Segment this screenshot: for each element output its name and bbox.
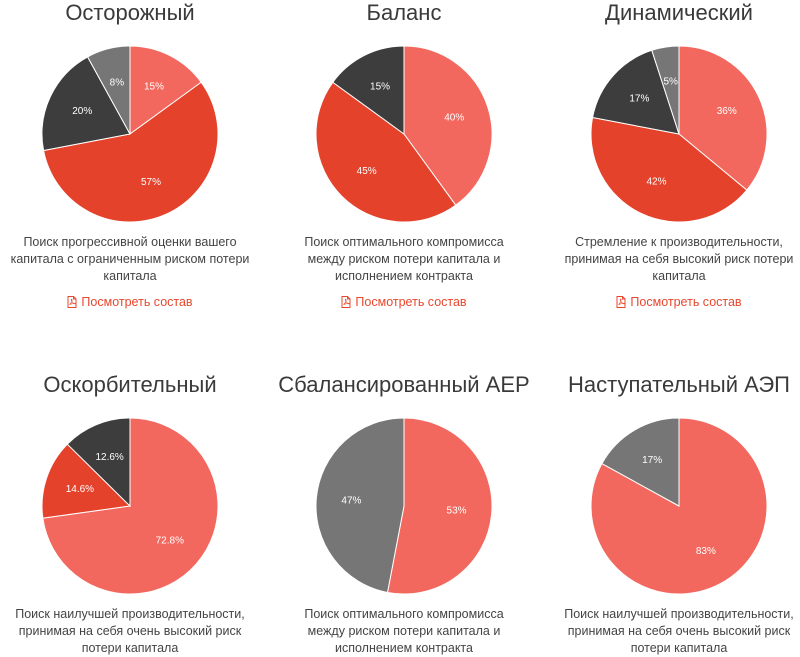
slice-label: 72.8%: [156, 535, 184, 546]
pie-chart: 83% 17%: [590, 417, 768, 595]
pie-slice: [66, 417, 131, 508]
slice-label: 36%: [717, 106, 737, 117]
slice-label: 14.6%: [66, 484, 94, 495]
slice-label: 57%: [141, 177, 161, 188]
view-composition-label: Посмотреть состав: [81, 295, 193, 309]
pie-slice: [591, 49, 680, 135]
portfolio-description: Поиск прогрессивной оценки вашего капита…: [10, 235, 250, 283]
pie-slice: [86, 45, 131, 135]
view-composition-label: Посмотреть состав: [630, 295, 742, 309]
pie-slice: [315, 417, 405, 594]
portfolio-description: Стремление к производительности, принима…: [564, 235, 794, 283]
slice-label: 17%: [642, 455, 662, 466]
view-composition-link[interactable]: Посмотреть состав: [341, 295, 467, 309]
portfolio-card-offensive: Оскорбительный 72.8% 14.6% 12.6% Поиск наи…: [0, 372, 263, 657]
slice-label: 12.6%: [95, 452, 123, 463]
portfolio-card-offensive-aep: Наступательный АЭП 83% 17% Поиск наилучше…: [546, 372, 800, 657]
portfolio-description: Поиск оптимального компромисса между рис…: [304, 235, 504, 283]
portfolio-card-dynamic: Динамический 36% 42% 17% 5% Стремление к пр…: [546, 0, 800, 313]
chart-title: Сбалансированный АЕР: [278, 372, 530, 397]
view-composition-label: Посмотреть состав: [355, 295, 467, 309]
pie-slice: [41, 443, 132, 519]
portfolio-description: Поиск оптимального компромисса между рис…: [304, 607, 504, 655]
slice-label: 5%: [664, 76, 679, 87]
pie-chart: 53% 47%: [315, 417, 493, 595]
pie-chart: 15% 57% 20% 8%: [41, 45, 219, 223]
slice-label: 17%: [629, 94, 649, 105]
pie-slice: [386, 417, 493, 595]
pie-slice: [332, 45, 405, 135]
pie-slice: [315, 81, 457, 223]
portfolio-description: Поиск наилучшей производительности, прин…: [15, 607, 245, 655]
chart-title: Динамический: [605, 0, 753, 25]
pie-slice: [129, 45, 202, 135]
view-composition-link[interactable]: Посмотреть состав: [67, 295, 193, 309]
chart-title: Баланс: [366, 0, 442, 25]
chart-title: Наступательный АЭП: [568, 372, 790, 397]
pie-slice: [42, 81, 219, 223]
chart-title: Осторожный: [65, 0, 195, 25]
pie-slice: [41, 56, 131, 152]
pdf-icon: [616, 296, 626, 308]
slice-label: 83%: [696, 546, 716, 557]
slice-label: 15%: [370, 82, 390, 93]
pie-slice: [403, 45, 493, 206]
slice-label: 42%: [647, 176, 667, 187]
pie-chart: 40% 45% 15%: [315, 45, 493, 223]
pie-chart: 36% 42% 17% 5%: [590, 45, 768, 223]
slice-label: 53%: [447, 506, 467, 517]
chart-title: Оскорбительный: [43, 372, 217, 397]
slice-label: 47%: [341, 496, 361, 507]
portfolio-card-cautious: Осторожный 15% 57% 20% 8% Поиск прогрессивн…: [0, 0, 263, 313]
slice-label: 8%: [110, 78, 125, 89]
pie-slice: [651, 45, 680, 135]
pie-slice: [601, 417, 680, 507]
portfolio-card-balance: Баланс 40% 45% 15% Поиск оптимального комп…: [271, 0, 537, 313]
slice-label: 45%: [357, 166, 377, 177]
slice-label: 20%: [72, 106, 92, 117]
slice-label: 15%: [144, 82, 164, 93]
portfolio-description: Поиск наилучшей производительности, прин…: [564, 607, 794, 655]
slice-label: 40%: [444, 112, 464, 123]
pie-slice: [590, 116, 748, 223]
pie-slice: [678, 45, 768, 191]
pdf-icon: [341, 296, 351, 308]
view-composition-link[interactable]: Посмотреть состав: [616, 295, 742, 309]
pdf-icon: [67, 296, 77, 308]
pie-chart: 72.8% 14.6% 12.6%: [41, 417, 219, 595]
portfolio-card-balanced-aer: Сбалансированный АЕР 53% 47% Поиск оптима…: [271, 372, 537, 657]
